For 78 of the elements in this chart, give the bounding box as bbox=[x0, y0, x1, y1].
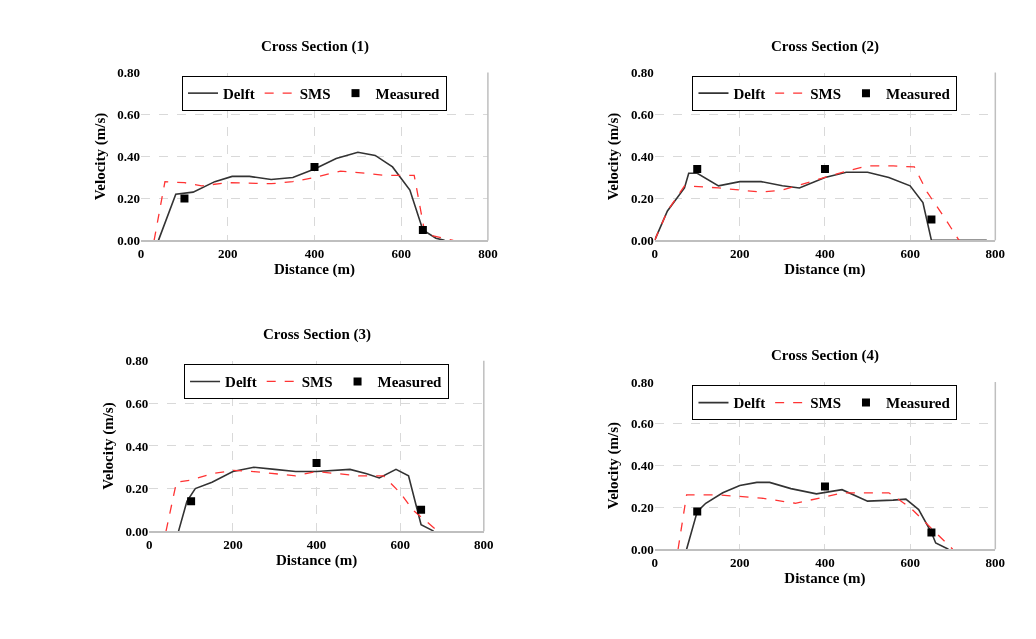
y-tick-label: 0.20 bbox=[630, 499, 654, 515]
x-tick-label: 600 bbox=[391, 245, 411, 261]
x-tick-label: 800 bbox=[985, 554, 1006, 570]
y-tick-label: 0.20 bbox=[630, 190, 654, 206]
line-series bbox=[157, 151, 446, 241]
x-tick-label: 400 bbox=[306, 536, 327, 552]
point bbox=[417, 505, 426, 514]
point bbox=[312, 459, 321, 468]
point bbox=[693, 507, 702, 516]
legend-label: Delft bbox=[733, 395, 766, 412]
x-tick-label: 200 bbox=[218, 245, 238, 261]
point bbox=[187, 497, 196, 506]
point bbox=[180, 194, 189, 203]
point bbox=[310, 162, 319, 171]
x-tick-label: 200 bbox=[223, 536, 243, 552]
x-tick-label: 800 bbox=[474, 536, 494, 552]
x-tick-label: 0 bbox=[651, 554, 658, 570]
x-tick-label: 600 bbox=[900, 245, 920, 261]
y-tick-label: 0.40 bbox=[117, 149, 141, 164]
legend-label: Delft bbox=[733, 85, 766, 102]
y-tick-label: 0.00 bbox=[125, 523, 149, 539]
x-axis-title: Distance (m) bbox=[273, 261, 356, 279]
legend-label: Measured bbox=[885, 85, 951, 102]
x-tick-label: 600 bbox=[390, 536, 410, 552]
y-tick-label: 0.40 bbox=[125, 438, 149, 454]
legend-label: SMS bbox=[810, 85, 841, 102]
line-series bbox=[153, 170, 454, 241]
y-tick-label: 0.60 bbox=[125, 395, 149, 411]
y-tick-label: 0.80 bbox=[630, 374, 654, 390]
y-tick-label: 0.00 bbox=[117, 232, 141, 248]
y-tick-label: 0.40 bbox=[630, 149, 654, 164]
y-tick-label: 0.40 bbox=[630, 458, 654, 474]
x-axis-title: Distance (m) bbox=[784, 570, 866, 588]
legend-label: SMS bbox=[301, 374, 333, 391]
y-tick-label: 0.80 bbox=[125, 353, 149, 369]
y-axis-title: Velocity (m/s) bbox=[99, 402, 117, 490]
point bbox=[927, 528, 936, 537]
legend-label: Delft bbox=[223, 85, 255, 102]
x-tick-label: 200 bbox=[730, 245, 750, 261]
legend-label: Measured bbox=[377, 374, 443, 391]
chart-title: Cross Section (2) bbox=[771, 38, 880, 55]
y-tick-label: 0.80 bbox=[117, 65, 141, 81]
y-tick-label: 0.20 bbox=[125, 481, 149, 497]
x-tick-label: 400 bbox=[815, 245, 835, 261]
x-tick-label: 800 bbox=[985, 245, 1006, 261]
legend-label: SMS bbox=[810, 395, 841, 412]
y-tick-label: 0.60 bbox=[630, 416, 654, 432]
y-tick-label: 0.80 bbox=[630, 65, 654, 81]
x-tick-label: 400 bbox=[304, 245, 325, 261]
line-series bbox=[654, 165, 960, 241]
legend-label: Measured bbox=[885, 395, 951, 412]
y-tick-label: 0.00 bbox=[630, 232, 654, 248]
legend-label: Delft bbox=[225, 374, 257, 391]
x-tick-label: 0 bbox=[146, 536, 153, 552]
x-axis-title: Distance (m) bbox=[784, 261, 866, 279]
x-tick-label: 600 bbox=[900, 554, 920, 570]
y-tick-label: 0.00 bbox=[630, 541, 654, 557]
chart-title: Cross Section (4) bbox=[771, 347, 880, 364]
chart-title: Cross Section (3) bbox=[263, 326, 372, 343]
y-tick-label: 0.60 bbox=[630, 107, 654, 123]
x-tick-label: 0 bbox=[137, 245, 145, 261]
legend-label: SMS bbox=[299, 85, 331, 102]
y-tick-label: 0.20 bbox=[117, 190, 141, 206]
line-series bbox=[677, 492, 954, 550]
x-axis-title: Distance (m) bbox=[275, 552, 358, 570]
x-tick-label: 200 bbox=[730, 554, 750, 570]
chart-title: Cross Section (1) bbox=[261, 38, 370, 55]
y-axis-title: Velocity (m/s) bbox=[605, 112, 623, 201]
point bbox=[418, 225, 427, 234]
line-series bbox=[685, 481, 950, 550]
point bbox=[820, 482, 829, 491]
y-axis-title: Velocity (m/s) bbox=[605, 421, 623, 510]
x-tick-label: 0 bbox=[651, 245, 658, 261]
x-tick-label: 400 bbox=[815, 554, 835, 570]
legend-label: Measured bbox=[375, 85, 441, 102]
y-tick-label: 0.60 bbox=[117, 107, 141, 123]
x-tick-label: 800 bbox=[478, 245, 498, 261]
y-axis-title: Velocity (m/s) bbox=[91, 112, 109, 201]
